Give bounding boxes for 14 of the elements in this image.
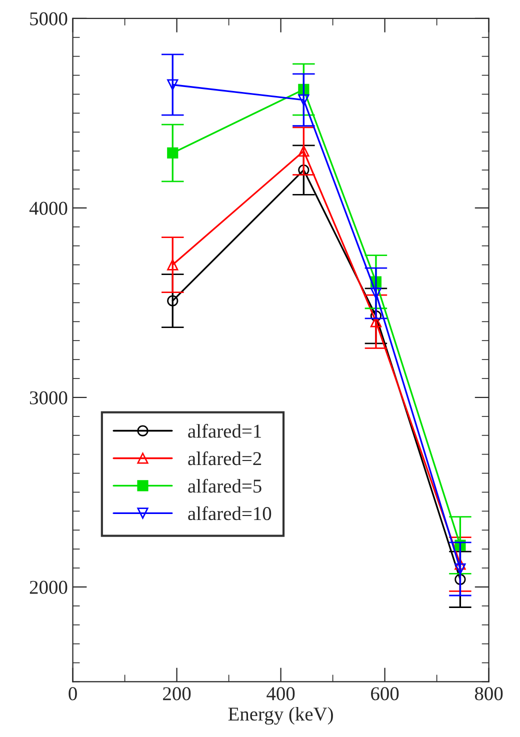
legend-label: alfared=1 (188, 424, 261, 438)
y-tick-label: 5000 (30, 12, 68, 26)
x-tick-label: 400 (266, 687, 295, 700)
x-axis-title: Energy (keV) (228, 707, 333, 725)
x-tick-label: 0 (68, 687, 77, 700)
legend-label: alfared=5 (188, 478, 262, 493)
x-tick-label: 800 (474, 687, 503, 700)
legend-label: alfared=10 (188, 506, 272, 520)
legend-label: alfared=2 (188, 451, 262, 466)
y-tick-label: 3000 (30, 391, 68, 404)
y-tick-label: 2000 (30, 580, 68, 594)
x-tick-label: 200 (163, 687, 191, 700)
x-tick-label: 600 (371, 687, 399, 700)
y-tick-label: 4000 (29, 202, 68, 215)
